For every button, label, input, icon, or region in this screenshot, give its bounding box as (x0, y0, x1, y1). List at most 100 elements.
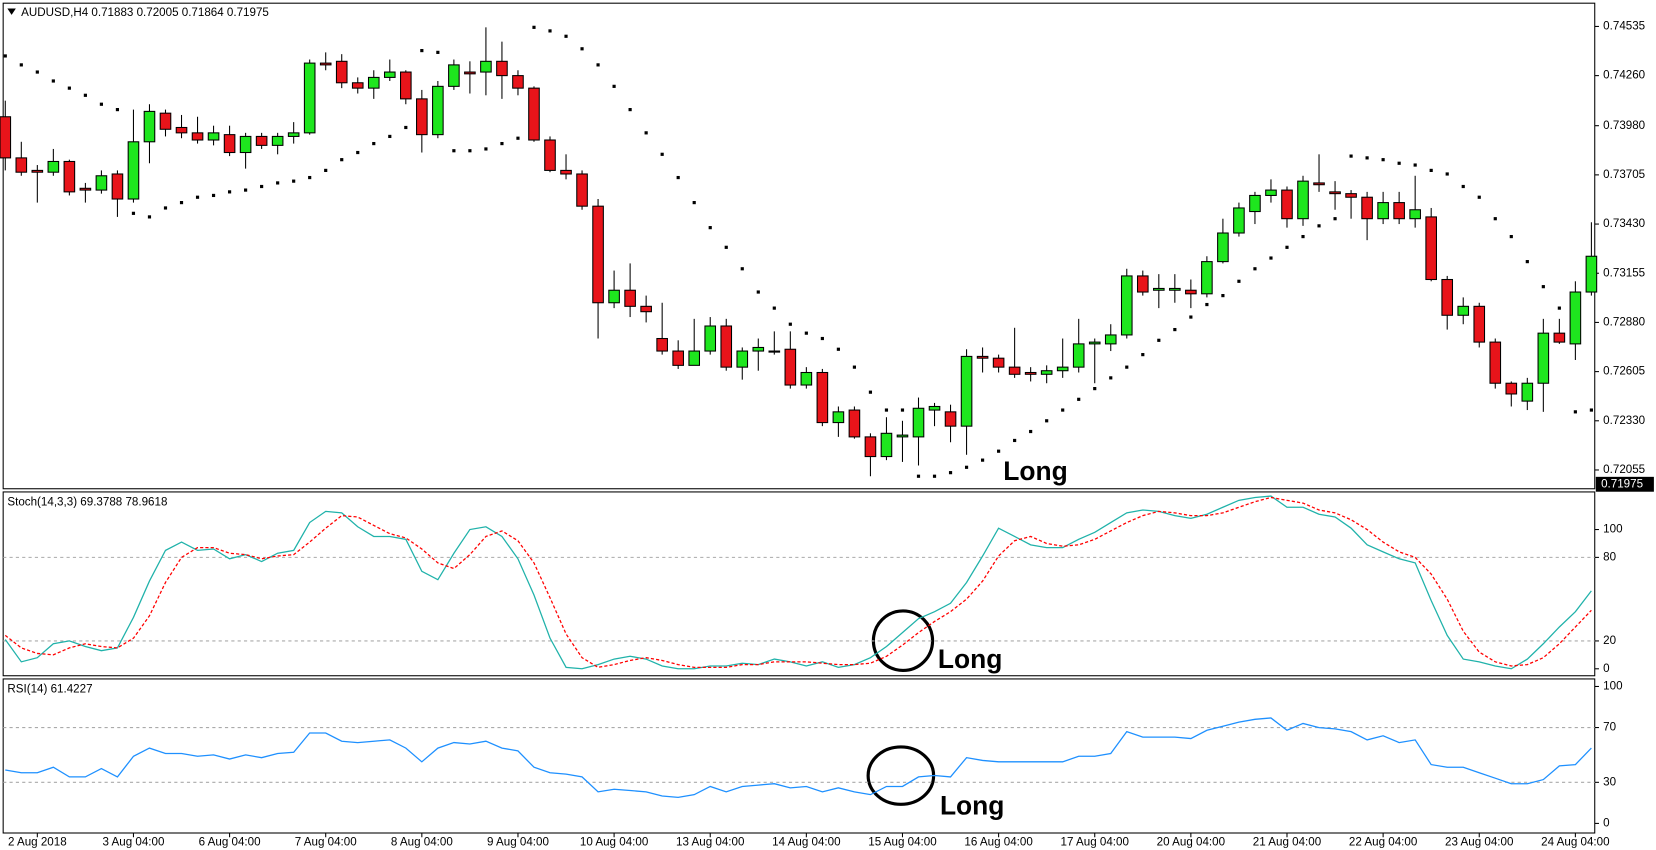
candle-body (1056, 366, 1069, 372)
y-tick-label: 80 (1603, 550, 1616, 563)
candle-body (143, 110, 156, 143)
candle-body (239, 135, 252, 154)
candle-body (1297, 180, 1309, 220)
candle-body (416, 98, 428, 136)
x-tick-label: 20 Aug 04:00 (1157, 836, 1226, 849)
sar-dot (308, 175, 312, 180)
x-tick-label: 7 Aug 04:00 (295, 836, 357, 849)
candle-body (1169, 287, 1181, 291)
candle-body (864, 436, 877, 458)
candle-body (640, 305, 652, 313)
sar-dot (35, 70, 39, 74)
sar-dot (51, 79, 55, 83)
sar-dot (1413, 163, 1417, 167)
candle-body (351, 82, 364, 89)
sar-dot (724, 245, 728, 249)
sar-dot (244, 188, 248, 192)
candle-body (608, 289, 620, 304)
sar-dot (756, 290, 760, 294)
x-tick-label: 3 Aug 04:00 (102, 836, 164, 849)
sar-dot (932, 474, 937, 478)
candle-body (992, 357, 1005, 368)
candle-body (672, 350, 684, 366)
sar-dot (276, 181, 280, 185)
sar-dot (1093, 387, 1097, 391)
sar-dot (1365, 156, 1369, 160)
y-tick-label: 0.74535 (1603, 19, 1645, 32)
sar-dot (163, 206, 168, 210)
candle-body (1457, 305, 1470, 316)
x-tick-label: 2 Aug 2018 (8, 836, 67, 849)
candle-body (912, 407, 925, 438)
candle-body (1024, 371, 1037, 375)
candle-body (752, 346, 765, 352)
candle-body (800, 371, 813, 386)
sar-dot (820, 336, 824, 341)
sar-dot (1541, 285, 1545, 289)
sar-dot (356, 150, 360, 155)
sar-dot (420, 48, 424, 53)
sar-dot (868, 390, 873, 394)
candle-body (688, 350, 701, 366)
sar-dot (227, 190, 232, 194)
candle-body (47, 160, 60, 173)
candle-body (704, 325, 717, 352)
y-tick-label: 0 (1603, 816, 1610, 829)
candle-body (223, 134, 236, 154)
candle-body (848, 409, 861, 438)
sar-dot (1493, 217, 1497, 221)
candle-body (528, 87, 540, 141)
sar-dot (1237, 279, 1241, 283)
candle-body (480, 60, 492, 73)
sar-dot (340, 158, 344, 162)
candle-body (976, 355, 989, 359)
sar-dot (564, 34, 568, 38)
sar-dot (3, 54, 7, 58)
sar-dot (468, 149, 472, 153)
candle-body (207, 132, 220, 141)
candle-body (1153, 287, 1165, 291)
sar-dot (1205, 302, 1209, 307)
sar-dot (1557, 306, 1561, 310)
candle-body (1233, 207, 1245, 234)
candle-body (31, 169, 44, 173)
sar-dot (1173, 327, 1177, 332)
sar-dot (1253, 267, 1257, 271)
candle-body (335, 60, 348, 84)
y-tick-label: 0.74260 (1603, 69, 1645, 82)
candle-body (1425, 216, 1437, 281)
candle-body (1104, 334, 1117, 345)
sar-dot (1077, 397, 1081, 401)
sar-dot (1397, 161, 1401, 165)
sar-dot (1349, 154, 1353, 158)
sar-dot (852, 365, 856, 369)
stoch-panel (2, 491, 1596, 677)
y-tick-label: 0.72055 (1603, 463, 1645, 476)
sar-dot (548, 29, 552, 33)
sar-dot (772, 306, 776, 310)
sar-dot (884, 408, 889, 412)
annotation: Long (940, 790, 1004, 820)
sar-dot (1045, 419, 1049, 423)
sar-dot (596, 63, 600, 67)
sar-dot (740, 267, 744, 271)
sar-dot (788, 322, 792, 326)
candle-body (816, 371, 829, 424)
candle-body (383, 71, 396, 78)
candle-body (896, 434, 909, 438)
sar-dot (324, 168, 328, 173)
sar-dot (484, 147, 488, 151)
candle-body (928, 405, 941, 411)
y-tick-label: 0.72330 (1603, 414, 1645, 427)
sar-dot (900, 408, 905, 412)
series-line (4, 496, 1592, 669)
candle-body (1185, 289, 1197, 295)
last-price-box (1595, 476, 1654, 492)
candle-body (768, 350, 781, 353)
sar-dot (292, 179, 296, 183)
candle-body (319, 62, 332, 66)
sar-dot (1573, 410, 1577, 414)
